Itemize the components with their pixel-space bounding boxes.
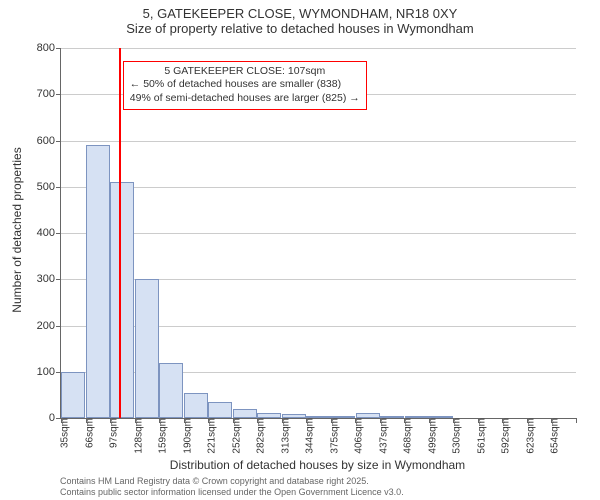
grid-line [61, 141, 576, 142]
marker-line [119, 48, 121, 418]
footer-line-1: Contains HM Land Registry data © Crown c… [60, 476, 404, 487]
y-tick-label: 200 [15, 320, 61, 332]
bar [233, 409, 257, 418]
bar [208, 402, 232, 418]
x-tick-label: 437sqm [376, 418, 389, 454]
bar [86, 145, 110, 418]
x-tick-label: 35sqm [58, 418, 71, 448]
grid-line [61, 233, 576, 234]
x-tick-label: 344sqm [303, 418, 316, 454]
bar [61, 372, 85, 418]
y-tick-label: 300 [15, 273, 61, 285]
y-tick-label: 500 [15, 181, 61, 193]
bar [135, 279, 159, 418]
footer-line-2: Contains public sector information licen… [60, 487, 404, 498]
y-tick-label: 700 [15, 88, 61, 100]
x-tick-label: 592sqm [499, 418, 512, 454]
x-tick-label: 530sqm [450, 418, 463, 454]
x-tick-label: 221sqm [205, 418, 218, 454]
bar [159, 363, 183, 419]
x-tick-label: 66sqm [82, 418, 95, 448]
title-block: 5, GATEKEEPER CLOSE, WYMONDHAM, NR18 0XY… [0, 0, 600, 36]
title-sub: Size of property relative to detached ho… [0, 21, 600, 36]
y-tick-label: 0 [15, 412, 61, 424]
annotation-line: 5 GATEKEEPER CLOSE: 107sqm [130, 65, 360, 79]
chart-container: 5, GATEKEEPER CLOSE, WYMONDHAM, NR18 0XY… [0, 0, 600, 500]
x-tick-label: 561sqm [474, 418, 487, 454]
x-tick-label: 128sqm [131, 418, 144, 454]
x-tick-label: 313sqm [278, 418, 291, 454]
plot-area: 010020030040050060070080035sqm66sqm97sqm… [60, 48, 576, 419]
x-tick-label: 499sqm [425, 418, 438, 454]
annotation-line: 49% of semi-detached houses are larger (… [130, 92, 360, 106]
y-tick-label: 800 [15, 42, 61, 54]
bar [184, 393, 208, 418]
x-tick-label: 282sqm [254, 418, 267, 454]
x-tick-label: 159sqm [156, 418, 169, 454]
title-main: 5, GATEKEEPER CLOSE, WYMONDHAM, NR18 0XY [0, 6, 600, 21]
x-tick-label: 375sqm [327, 418, 340, 454]
y-tick-label: 400 [15, 227, 61, 239]
x-tick-label: 654sqm [548, 418, 561, 454]
x-axis-label: Distribution of detached houses by size … [60, 458, 575, 472]
y-tick-label: 100 [15, 366, 61, 378]
x-tick-label: 623sqm [523, 418, 536, 454]
x-tick-label: 97sqm [107, 418, 120, 448]
annotation-box: 5 GATEKEEPER CLOSE: 107sqm← 50% of detac… [123, 61, 367, 110]
x-tick-mark [576, 418, 577, 423]
x-tick-label: 468sqm [401, 418, 414, 454]
footer-attribution: Contains HM Land Registry data © Crown c… [60, 476, 404, 498]
annotation-line: ← 50% of detached houses are smaller (83… [130, 78, 360, 92]
x-tick-label: 406sqm [352, 418, 365, 454]
x-tick-label: 190sqm [180, 418, 193, 454]
grid-line [61, 48, 576, 49]
bar [110, 182, 134, 418]
x-tick-label: 252sqm [229, 418, 242, 454]
grid-line [61, 187, 576, 188]
y-tick-label: 600 [15, 135, 61, 147]
